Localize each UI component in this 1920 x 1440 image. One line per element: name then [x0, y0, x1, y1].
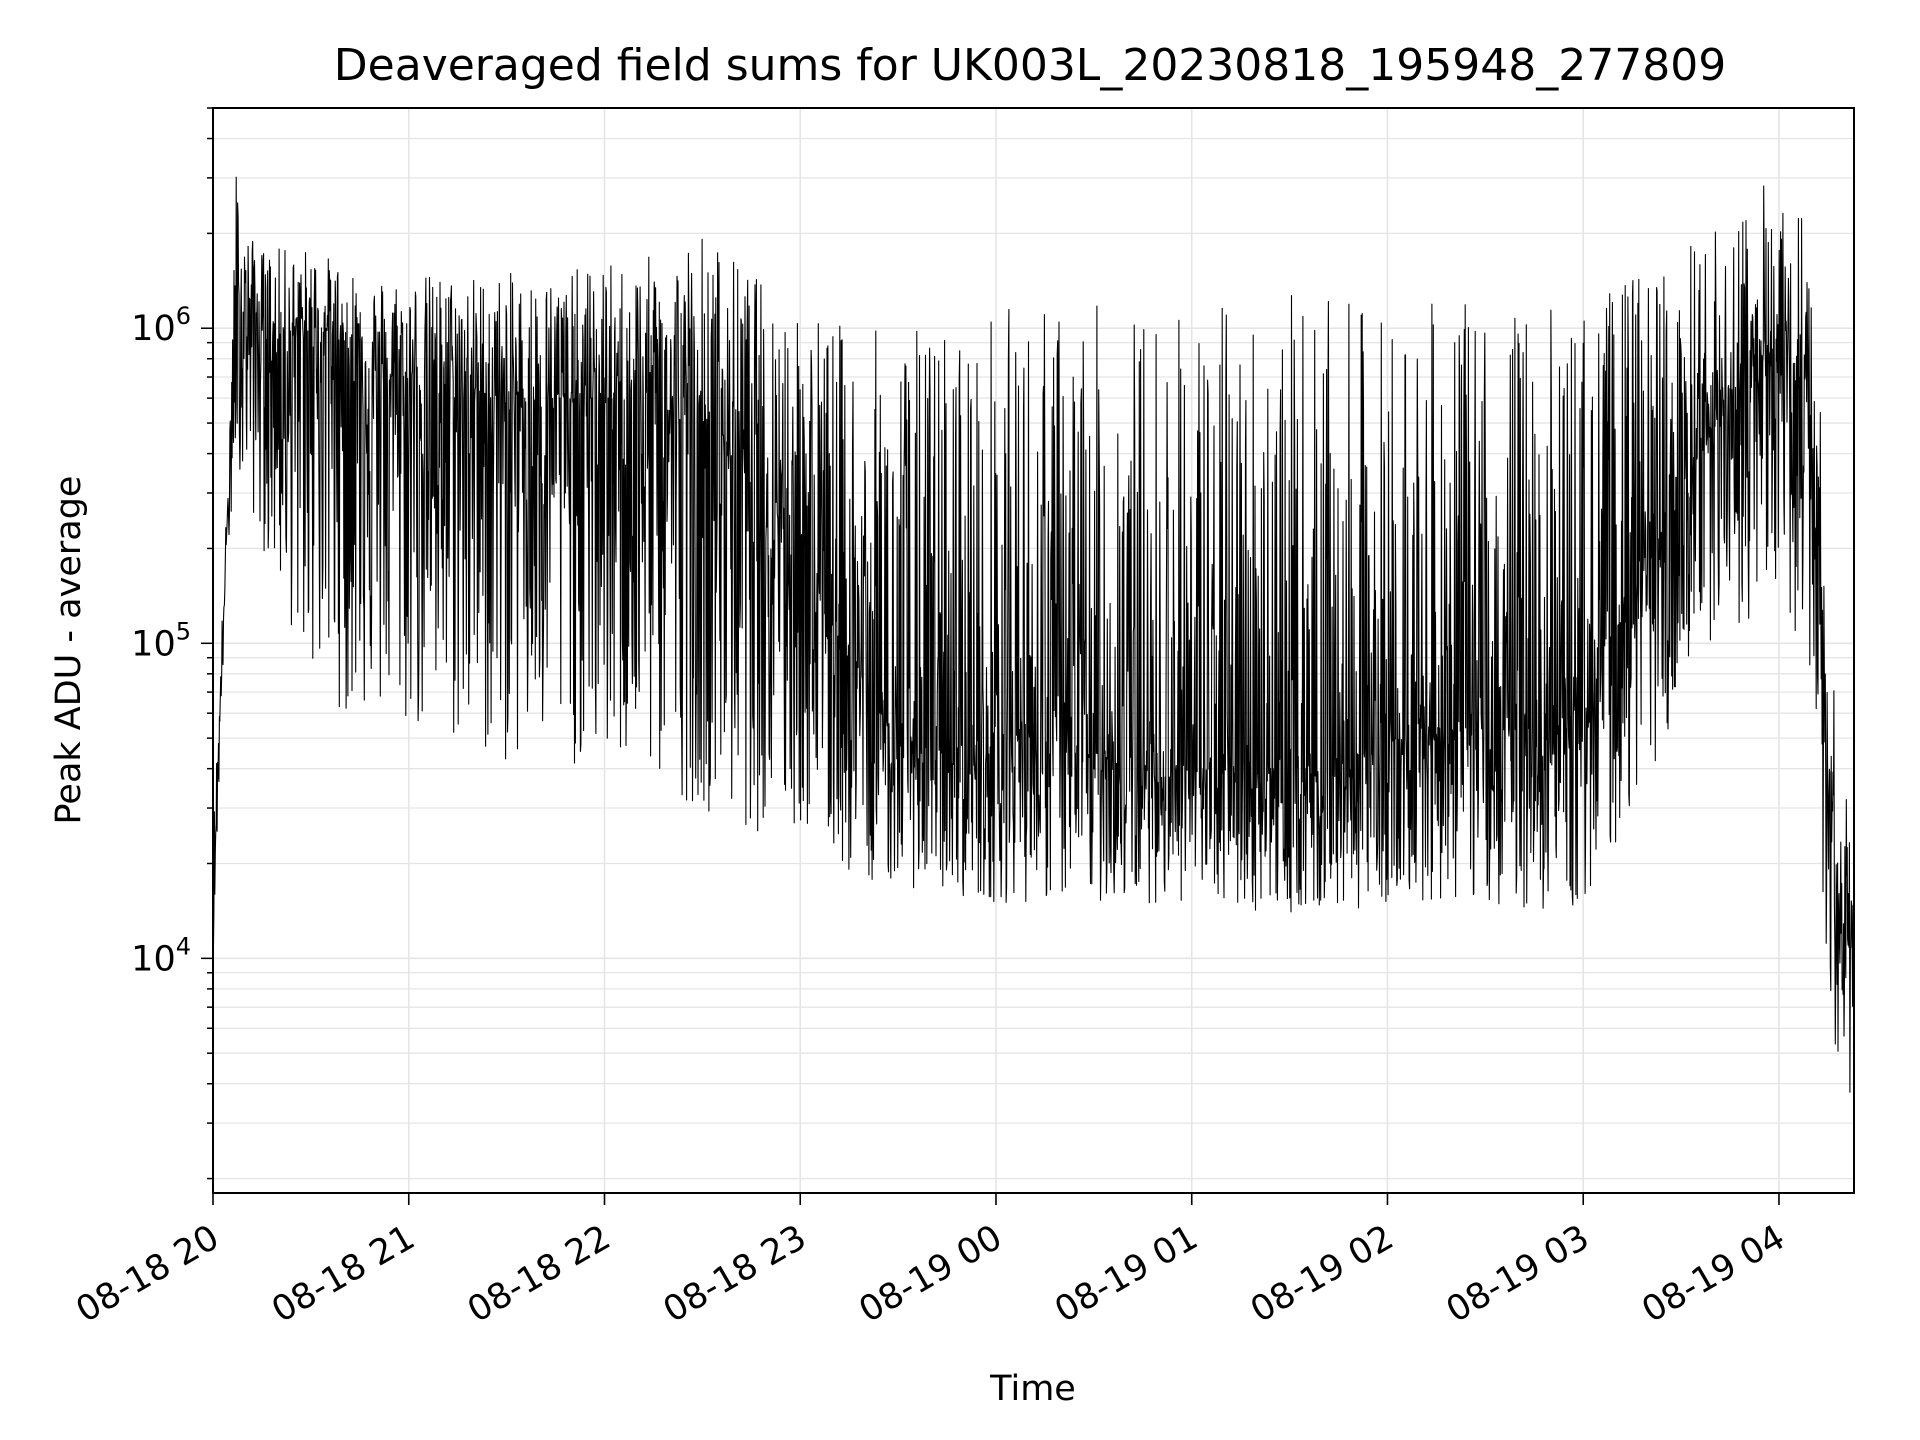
x-tick-label: 08-18 21: [265, 1218, 421, 1331]
x-tick-label: 08-19 00: [853, 1218, 1009, 1331]
y-tick-label: 105: [131, 617, 191, 664]
series-line: [212, 176, 1855, 1093]
x-tick-label: 08-18 23: [657, 1218, 813, 1331]
x-tick-label: 08-19 01: [1048, 1218, 1204, 1331]
x-tick-label: 08-19 02: [1244, 1218, 1400, 1331]
data-series: [212, 176, 1855, 1093]
y-axis-label: Peak ADU - average: [49, 476, 89, 825]
chart-title: Deaveraged field sums for UK003L_2023081…: [334, 40, 1726, 91]
x-tick-label: 08-18 22: [461, 1218, 617, 1331]
x-tick-label: 08-18 20: [70, 1218, 226, 1331]
x-axis-label: Time: [989, 1369, 1076, 1409]
x-tick-label: 08-19 04: [1636, 1218, 1792, 1331]
plot-frame: [212, 107, 1855, 1194]
x-tick-label: 08-19 03: [1440, 1218, 1596, 1331]
y-tick-label: 106: [131, 302, 191, 349]
y-tick-label: 104: [131, 932, 191, 979]
grid-lines: [212, 107, 1854, 1193]
